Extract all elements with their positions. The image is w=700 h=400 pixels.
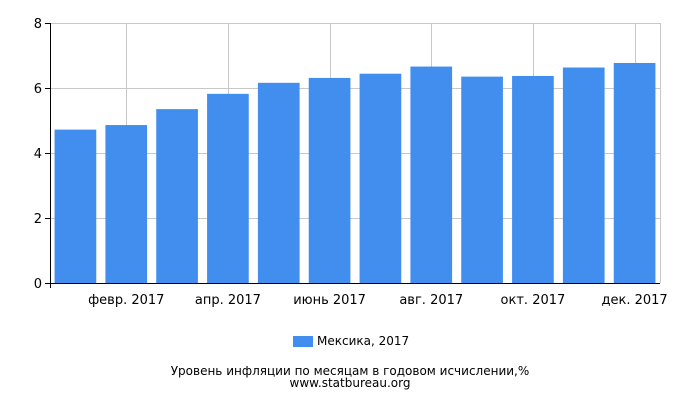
legend-label: Мексика, 2017 (317, 334, 410, 348)
x-tick-label: дек. 2017 (601, 293, 667, 308)
y-tick-label: 6 (34, 82, 42, 97)
bar (308, 77, 351, 283)
x-tick-labels: февр. 2017 апр. 2017 июнь 2017 авг. 2017 окт… (88, 293, 668, 308)
legend: Мексика, 2017 (293, 332, 409, 350)
y-tick-label: 0 (34, 277, 42, 292)
legend-swatch (293, 335, 313, 347)
bar (562, 67, 605, 284)
x-tick-label: окт. 2017 (501, 293, 566, 308)
source-url: www.statbureau.org (289, 376, 411, 390)
bar (54, 129, 97, 283)
bars (54, 62, 656, 284)
x-tick-label: апр. 2017 (195, 293, 261, 308)
bar (156, 109, 198, 283)
bar (359, 73, 402, 283)
bar (410, 66, 453, 283)
x-tick-label: июнь 2017 (293, 293, 366, 308)
x-tick-label: февр. 2017 (88, 293, 164, 308)
bar (512, 75, 554, 283)
bar (257, 82, 300, 283)
y-tick-label: 8 (34, 17, 42, 32)
bar (461, 76, 503, 283)
inflation-bar-chart: 0 2 4 6 8 февр. 2017 апр. 2017 июнь 2017 авг. 2… (34, 17, 668, 308)
bar (207, 93, 249, 283)
bar (613, 62, 656, 283)
y-tick-label: 4 (34, 147, 42, 162)
bar (105, 125, 148, 283)
chart-caption: Уровень инфляции по месяцам в годовом ис… (170, 364, 530, 378)
x-tick-label: авг. 2017 (399, 293, 463, 308)
y-tick-label: 2 (34, 212, 42, 227)
y-tick-labels: 0 2 4 6 8 (34, 17, 42, 292)
axes (45, 23, 660, 288)
